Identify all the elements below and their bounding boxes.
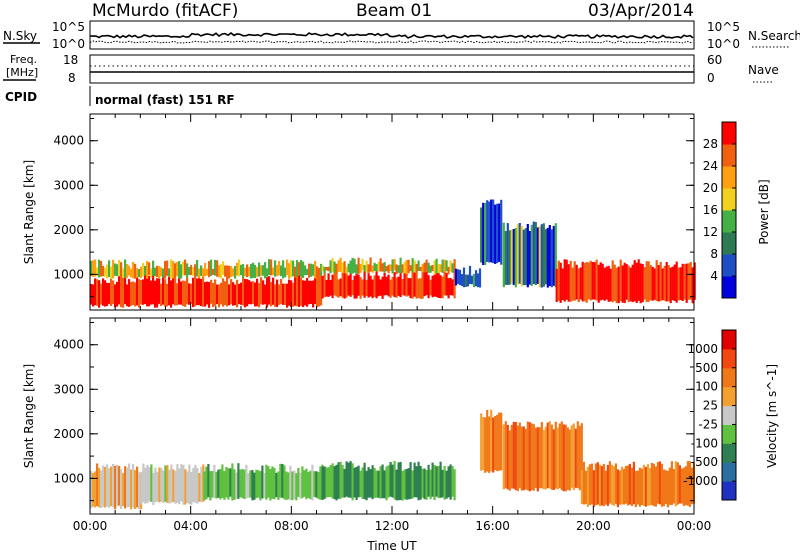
nave-tick-top: 60	[707, 53, 722, 67]
power-echo-region	[502, 221, 557, 288]
colorbar-swatch	[722, 443, 736, 463]
x-tick-label: 16:00	[475, 519, 510, 533]
power-y-tick-label: 4000	[53, 134, 84, 148]
power-y-tick-label: 1000	[53, 267, 84, 281]
cpid-label: CPID	[5, 90, 37, 104]
colorbar-swatch	[722, 144, 736, 167]
colorbar-swatch	[722, 424, 736, 444]
velocity-echo-region	[580, 461, 695, 508]
colorbar-swatch	[722, 166, 736, 189]
beam-title: Beam 01	[356, 1, 432, 21]
x-tick-label: 20:00	[576, 519, 611, 533]
velocity-echo-region	[140, 463, 205, 506]
colorbar-tick-label: 16	[703, 203, 718, 217]
colorbar-swatch	[722, 254, 736, 277]
power-panel: 1000 2000 3000 4000 Slant Range [km] 28 24 20…	[22, 113, 771, 311]
freq-label: Freq.	[10, 53, 37, 66]
colorbar-tick-label: 25	[703, 399, 718, 413]
colorbar-tick-label: 28	[703, 137, 718, 151]
colorbar-swatch	[722, 210, 736, 233]
freq-tick-top: 18	[63, 53, 78, 67]
colorbar-tick-label: 24	[703, 159, 718, 173]
x-tick-label: 00:00	[73, 519, 108, 533]
colorbar-tick-label: 20	[703, 181, 718, 195]
colorbar-tick-label: -100	[691, 436, 718, 450]
velocity-y-tick-label: 1000	[53, 471, 84, 485]
x-tick-label: 00:00	[677, 519, 712, 533]
colorbar-tick-label: 8	[710, 247, 718, 261]
colorbar-tick-label: -25	[698, 417, 718, 431]
colorbar-swatch	[722, 188, 736, 211]
colorbar-tick-label: 1000	[687, 342, 718, 356]
cpid-panel: CPID normal (fast) 151 RF	[5, 86, 235, 107]
velocity-y-tick-label: 2000	[53, 427, 84, 441]
nave-label: Nave	[748, 63, 779, 77]
noise-panel: N.Sky 10^5 10^0 10^5 10^0 N.Search	[3, 20, 800, 51]
colorbar-tick-label: 12	[703, 225, 718, 239]
velocity-echo-region	[321, 461, 456, 501]
x-tick-label: 08:00	[274, 519, 309, 533]
power-echo-region	[321, 270, 456, 299]
station-title: McMurdo (fitACF)	[92, 1, 238, 21]
nave-tick-bottom: 0	[707, 71, 715, 85]
velocity-echo-region	[203, 463, 324, 501]
noise-sky-label: N.Sky	[3, 29, 37, 43]
noise-sky-trace	[89, 31, 694, 39]
colorbar-tick-label: -500	[691, 455, 718, 469]
colorbar-swatch	[722, 367, 736, 388]
velocity-echo-region	[90, 463, 143, 510]
noise-left-tick-top: 10^5	[52, 20, 85, 34]
power-colorbar-label: Power [dB]	[757, 179, 771, 244]
colorbar-tick-label: 100	[695, 380, 718, 394]
colorbar-swatch	[722, 405, 736, 425]
colorbar-swatch	[722, 386, 736, 407]
x-axis-label: Time UT	[366, 539, 417, 553]
freq-tick-bottom: 8	[68, 71, 76, 85]
freq-unit-label: [MHz]	[6, 66, 38, 79]
velocity-panel: 1000 2000 3000 4000 Slant Range [km] 00:00 0…	[22, 317, 779, 553]
colorbar-swatch	[722, 232, 736, 255]
velocity-echo-region	[480, 409, 503, 473]
power-echo-region	[90, 259, 323, 279]
colorbar-swatch	[722, 481, 736, 501]
velocity-y-tick-label: 4000	[53, 338, 84, 352]
colorbar-swatch	[722, 330, 736, 350]
power-echo-region	[480, 199, 503, 265]
power-y-tick-label: 2000	[53, 223, 84, 237]
noise-left-tick-bottom: 10^0	[52, 37, 85, 51]
noise-right-tick-top: 10^5	[707, 20, 740, 34]
colorbar-swatch	[722, 122, 736, 145]
colorbar-swatch	[722, 348, 736, 369]
velocity-echo-region	[502, 421, 583, 492]
power-echo-region	[555, 259, 696, 304]
power-echo-region	[321, 257, 456, 275]
date-title: 03/Apr/2014	[588, 1, 694, 21]
colorbar-tick-label: 500	[695, 361, 718, 375]
colorbar-swatch	[722, 462, 736, 482]
x-tick-label: 12:00	[375, 519, 410, 533]
velocity-y-tick-label: 3000	[53, 382, 84, 396]
x-tick-label: 04:00	[173, 519, 208, 533]
noise-right-tick-bottom: 10^0	[707, 37, 740, 51]
colorbar-tick-label: -1000	[683, 474, 718, 488]
colorbar-swatch	[722, 276, 736, 299]
power-echo-region	[90, 274, 323, 308]
velocity-colorbar-label: Velocity [m s^-1]	[765, 364, 779, 468]
velocity-y-axis-label: Slant Range [km]	[22, 364, 36, 468]
power-echo-region	[454, 265, 482, 288]
freq-panel: Freq. [MHz] 18 8 60 0 Nave	[3, 53, 779, 85]
power-y-axis-label: Slant Range [km]	[22, 160, 36, 264]
colorbar-tick-label: 4	[710, 269, 718, 283]
power-y-tick-label: 3000	[53, 178, 84, 192]
noise-search-trace	[89, 40, 694, 44]
cpid-text: normal (fast) 151 RF	[95, 93, 235, 107]
noise-search-label: N.Search	[748, 29, 800, 43]
